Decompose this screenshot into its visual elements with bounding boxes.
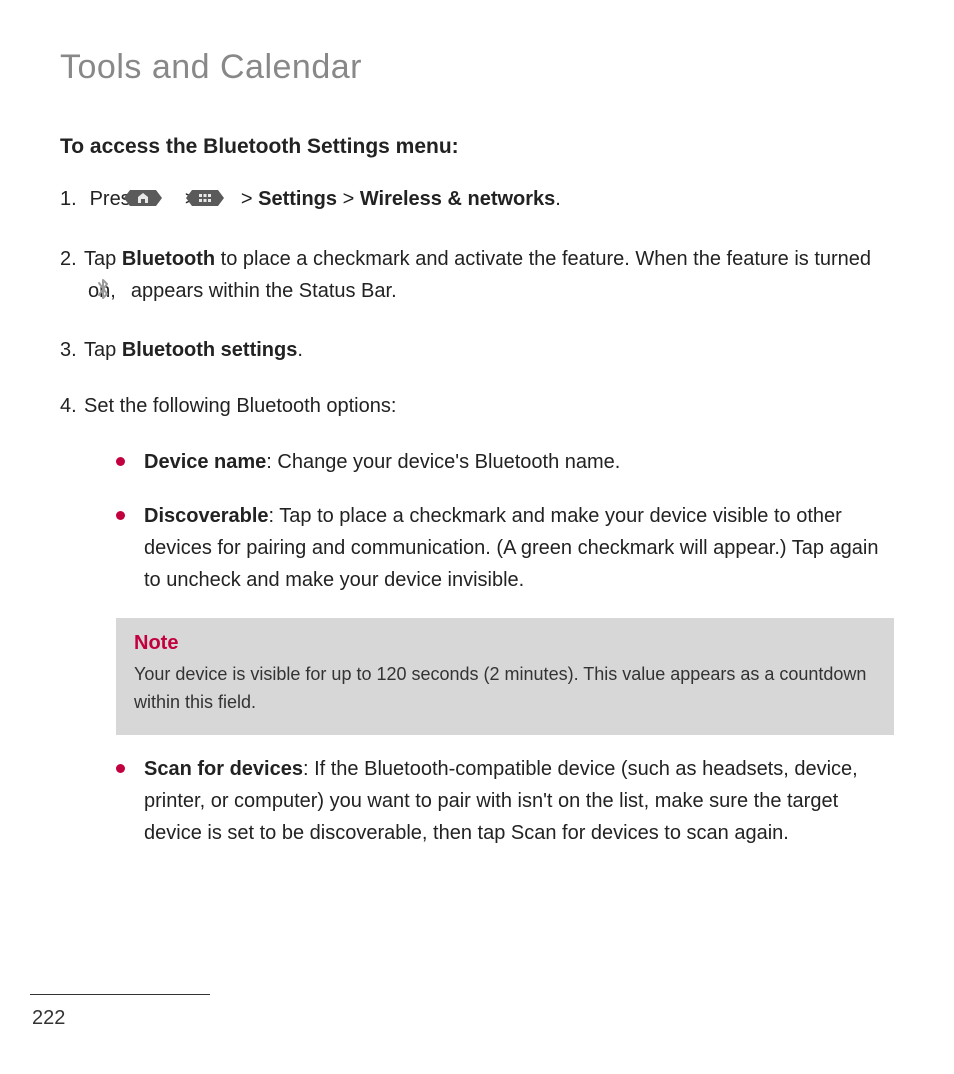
note-box: Note Your device is visible for up to 12…: [116, 618, 894, 735]
options-list-1: Device name: Change your device's Blueto…: [60, 446, 894, 596]
section-heading: To access the Bluetooth Settings menu:: [60, 135, 894, 159]
option-device-name: Device name: Change your device's Blueto…: [116, 446, 894, 478]
option-scan-label: Scan for devices: [144, 758, 303, 780]
option-device-name-desc: : Change your device's Bluetooth name.: [266, 451, 620, 473]
step-2-pre: Tap: [84, 248, 122, 270]
page-number: 222: [30, 1007, 210, 1030]
options-list-2: Scan for devices: If the Bluetooth-compa…: [60, 753, 894, 849]
step-4-number: 4.: [60, 390, 84, 422]
chapter-title: Tools and Calendar: [60, 48, 894, 87]
step-3-post: .: [297, 339, 303, 361]
step-1-gt-2: >: [241, 188, 253, 210]
option-scan: Scan for devices: If the Bluetooth-compa…: [116, 753, 894, 849]
step-3-number: 3.: [60, 334, 84, 366]
footer-rule: [30, 994, 210, 995]
step-2-number: 2.: [60, 243, 84, 275]
manual-page: Tools and Calendar To access the Bluetoo…: [0, 0, 954, 1074]
option-device-name-label: Device name: [144, 451, 266, 473]
step-4: 4.Set the following Bluetooth options:: [60, 390, 894, 422]
step-3: 3.Tap Bluetooth settings.: [60, 334, 894, 366]
step-3-pre: Tap: [84, 339, 122, 361]
step-2: 2.Tap Bluetooth to place a checkmark and…: [60, 243, 894, 310]
apps-key-icon: [212, 187, 226, 219]
step-3-bold: Bluetooth settings: [122, 339, 298, 361]
home-key-icon: [150, 187, 164, 219]
page-footer: 222: [30, 994, 210, 1030]
step-2-post: appears within the Status Bar.: [125, 280, 396, 302]
note-title: Note: [134, 632, 876, 655]
step-1: 1. Press > > Settings > Wireless & netwo…: [60, 183, 894, 219]
step-1-number: 1.: [60, 183, 84, 215]
step-1-settings: Settings: [258, 188, 337, 210]
step-1-gt-3: >: [343, 188, 355, 210]
option-discoverable: Discoverable: Tap to place a checkmark a…: [116, 500, 894, 596]
step-2-bold: Bluetooth: [122, 248, 215, 270]
step-1-period: .: [555, 188, 561, 210]
note-body: Your device is visible for up to 120 sec…: [134, 661, 876, 717]
step-1-wireless: Wireless & networks: [360, 188, 555, 210]
option-discoverable-label: Discoverable: [144, 505, 269, 527]
step-4-text: Set the following Bluetooth options:: [84, 395, 396, 417]
